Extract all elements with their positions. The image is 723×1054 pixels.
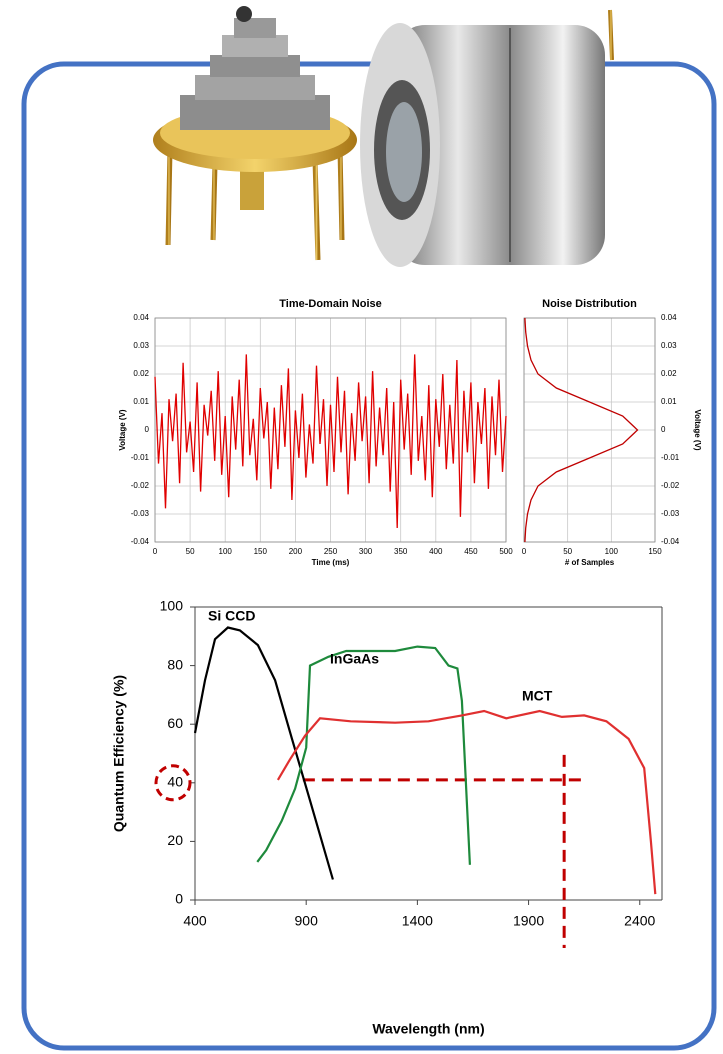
y-tick-label: 40	[167, 774, 183, 790]
x-tick-label: 900	[295, 913, 319, 929]
chart-title: Noise Distribution	[542, 298, 637, 310]
x-tick-label: 50	[563, 547, 572, 556]
y-tick-label: -0.03	[661, 509, 680, 518]
detector-photo-right	[360, 9, 670, 267]
x-tick-label: 350	[394, 547, 408, 556]
y-tick-label: 0.03	[133, 341, 149, 350]
frame-border	[21, 61, 717, 1051]
y-tick-label: 0.01	[661, 397, 677, 406]
y-axis-label: Quantum Efficiency (%)	[111, 675, 127, 832]
x-tick-label: 0	[153, 547, 158, 556]
series-label: InGaAs	[330, 651, 379, 667]
highlight-circle	[154, 764, 192, 802]
x-tick-label: 150	[648, 547, 662, 556]
y-tick-label: 80	[167, 656, 183, 672]
y-tick-label: 0	[661, 425, 666, 434]
x-tick-label: 450	[464, 547, 478, 556]
x-tick-label: 150	[254, 547, 268, 556]
y-tick-label: -0.01	[131, 453, 150, 462]
x-tick-label: 1900	[513, 913, 544, 929]
x-axis-label: Wavelength (nm)	[372, 1021, 484, 1037]
x-tick-label: 50	[186, 547, 195, 556]
series-label: MCT	[522, 688, 553, 704]
x-tick-label: 200	[289, 547, 303, 556]
y-tick-label: 0	[175, 891, 183, 907]
y-tick-label: -0.03	[131, 509, 150, 518]
series-line	[154, 354, 507, 529]
y-tick-label: -0.01	[661, 453, 680, 462]
y-axis-label: Voltage (V)	[693, 409, 702, 451]
y-tick-label: 0.03	[661, 341, 677, 350]
series-line	[276, 709, 657, 895]
y-axis-label: Voltage (V)	[118, 409, 127, 451]
x-axis-label: # of Samples	[565, 558, 615, 567]
detector-photo-left	[153, 6, 357, 261]
y-tick-label: -0.02	[661, 481, 680, 490]
x-tick-label: 300	[359, 547, 373, 556]
y-tick-label: 60	[167, 715, 183, 731]
y-tick-label: 0.04	[661, 313, 677, 322]
x-tick-label: 2400	[624, 913, 655, 929]
x-tick-label: 250	[324, 547, 338, 556]
plot-frame	[523, 317, 656, 543]
plot-frame	[154, 317, 507, 543]
x-tick-label: 0	[522, 547, 527, 556]
y-tick-label: -0.02	[131, 481, 150, 490]
y-tick-label: 0.04	[133, 313, 149, 322]
x-tick-label: 1400	[402, 913, 433, 929]
chart-title: Time-Domain Noise	[279, 298, 382, 310]
y-tick-label: 0.02	[133, 369, 149, 378]
x-tick-label: 400	[183, 913, 207, 929]
y-tick-label: 0.01	[133, 397, 149, 406]
series-line	[524, 317, 639, 543]
y-tick-label: 0.02	[661, 369, 677, 378]
y-tick-label: -0.04	[131, 537, 150, 546]
x-tick-label: 100	[605, 547, 619, 556]
x-axis-label: Time (ms)	[312, 558, 350, 567]
x-tick-label: 400	[429, 547, 443, 556]
x-tick-label: 100	[219, 547, 233, 556]
y-tick-label: 100	[160, 598, 184, 614]
x-tick-label: 500	[499, 547, 513, 556]
y-tick-label: 0	[145, 425, 150, 434]
series-line	[256, 645, 471, 865]
y-tick-label: 20	[167, 832, 183, 848]
series-label: Si CCD	[208, 608, 255, 624]
y-tick-label: -0.04	[661, 537, 680, 546]
